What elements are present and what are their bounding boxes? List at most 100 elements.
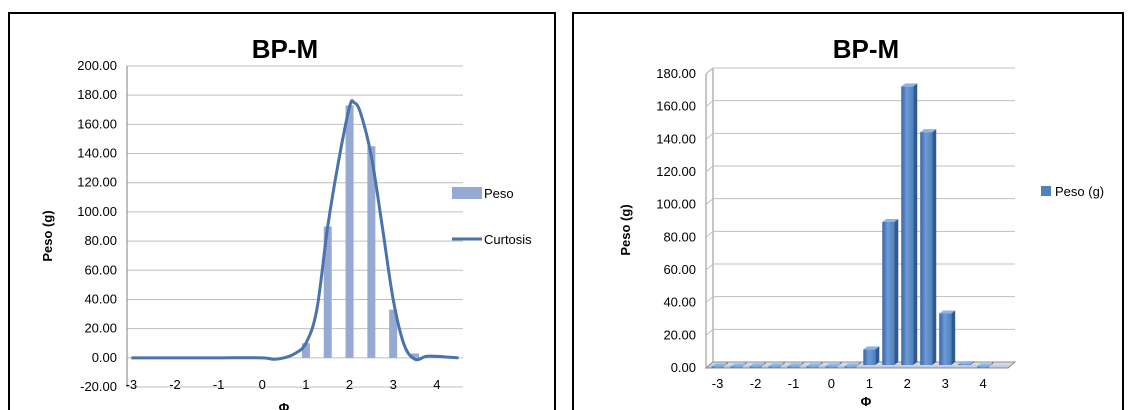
chart-right-x-tick: -2 (750, 376, 762, 391)
chart-right-bar-side (875, 346, 880, 365)
chart-right-bar-front (749, 366, 762, 368)
chart-right-bar (863, 346, 880, 365)
chart-right-bar-top (730, 363, 747, 367)
chart-right-bar-front (882, 222, 895, 365)
chart-left-x-tick-labels: -3 -2 -1 0 1 2 3 4 (126, 377, 441, 392)
chart-right-x-axis-label: Φ (861, 394, 872, 409)
chart-left-y-tick: 120.00 (77, 175, 117, 190)
chart-right-bar-front (806, 366, 819, 368)
chart-right-bar-front (939, 313, 952, 365)
chart-right-bar-front (825, 366, 838, 368)
chart-right-bar-top (920, 129, 937, 133)
chart-right-y-tick: 40.00 (663, 295, 696, 310)
chart-right-x-tick: 2 (904, 376, 911, 391)
chart-right-gridline-side (705, 198, 714, 206)
chart-left-x-tick: -2 (169, 377, 181, 392)
chart-right-bar-top (787, 363, 804, 367)
chart-right-gridline-side (705, 263, 714, 271)
chart-left-y-tick: 180.00 (77, 87, 117, 102)
chart-right-bar-top (844, 363, 861, 367)
chart-right-bar (958, 361, 975, 366)
chart-right-bar-top (711, 363, 728, 367)
chart-left-y-tick: 0.00 (92, 350, 117, 365)
chart-right-x-tick: -3 (712, 376, 724, 391)
chart-right-bar-front (977, 366, 990, 368)
chart-right-title: BP-M (833, 34, 899, 64)
chart-left-x-tick: 0 (259, 377, 266, 392)
chart-right-bar (844, 362, 861, 368)
chart-right-bar-front (863, 349, 876, 365)
chart-right-x-tick: 1 (866, 376, 873, 391)
chart-right-frame (572, 12, 1124, 410)
chart-right-gridline-side (705, 100, 714, 108)
chart-left-title: BP-M (252, 34, 318, 64)
chart-left-bar (367, 146, 376, 358)
legend-peso-label: Peso (484, 186, 514, 201)
chart-left-y-tick: 80.00 (84, 233, 117, 248)
chart-right-bar (977, 362, 994, 368)
chart-left-y-tick: 40.00 (84, 291, 117, 306)
chart-right-y-tick-labels: 0.00 20.00 40.00 60.00 80.00 100.00 120.00 140.… (656, 66, 696, 375)
chart-left-x-tick: -1 (213, 377, 225, 392)
chart-right-x-tick: 3 (942, 376, 949, 391)
chart-right-x-tick: 0 (828, 376, 835, 391)
chart-right-bar-front (958, 364, 971, 366)
chart-right-gridline-side (705, 132, 714, 140)
chart-right-bars (711, 83, 994, 368)
chart-right-bar-front (711, 366, 724, 368)
chart-right-gridline-side (705, 67, 714, 75)
chart-right-bar-top (958, 361, 975, 365)
legend-peso-swatch (452, 187, 482, 199)
chart-left-y-tick: 60.00 (84, 262, 117, 277)
legend-peso-g-swatch (1041, 186, 1051, 196)
chart-left-y-tick: 160.00 (77, 116, 117, 131)
chart-left-y-tick: 20.00 (84, 321, 117, 336)
chart-left-bar (323, 226, 332, 358)
chart-right-gridline-side (705, 296, 714, 304)
chart-left-x-tick: 3 (390, 377, 397, 392)
chart-right-bar-top (882, 219, 899, 222)
chart-left-x-tick: 1 (302, 377, 309, 392)
chart-right-y-tick: 120.00 (656, 164, 696, 179)
chart-right-bar (806, 362, 823, 368)
chart-right-bar-side (970, 361, 975, 365)
chart-right: BP-M 0.0020.0040.0060.0080.00100.00120.0… (572, 12, 1124, 410)
chart-right-y-tick: 180.00 (656, 66, 696, 81)
chart-right-bar (920, 129, 937, 365)
chart-left-x-tick: -3 (126, 377, 138, 392)
chart-right-bar (787, 362, 804, 368)
chart-right-bar-top (825, 363, 842, 367)
chart-right-bar (825, 362, 842, 368)
legend-peso-g-label: Peso (g) (1055, 184, 1104, 199)
chart-right-bar-top (939, 310, 956, 314)
chart-right-bar-top (901, 83, 918, 87)
chart-right-bar-side (932, 129, 937, 365)
chart-left-x-axis-label: Φ (279, 400, 290, 410)
chart-right-gridline-side (705, 165, 714, 173)
chart-left-curtosis-line (131, 99, 459, 362)
chart-right-bar-front (901, 86, 914, 365)
legend-curtosis-label: Curtosis (484, 232, 532, 247)
chart-left-y-tick: 100.00 (77, 204, 117, 219)
chart-right-bar-side (894, 219, 899, 365)
chart-right-bar-front (920, 132, 933, 365)
chart-right-bar (749, 362, 766, 368)
chart-right-bar (939, 310, 956, 365)
chart-right-y-tick: 0.00 (671, 360, 696, 375)
chart-right-bar-side (913, 83, 918, 365)
chart-left-y-tick: 140.00 (77, 146, 117, 161)
chart-right-bar-side (951, 310, 956, 365)
chart-right-bar-top (977, 363, 994, 367)
chart-right-bar-front (768, 366, 781, 368)
chart-right-bar (730, 362, 747, 368)
chart-right-bar-top (768, 363, 785, 367)
chart-left-x-tick: 4 (433, 377, 440, 392)
chart-right-x-tick: -1 (788, 376, 800, 391)
chart-right-y-tick: 160.00 (656, 99, 696, 114)
chart-left-y-axis-label: Peso (g) (40, 210, 55, 261)
chart-right-bar-front (787, 366, 800, 368)
chart-right-bar-top (863, 346, 880, 350)
chart-right-y-tick: 140.00 (656, 131, 696, 146)
chart-right-y-tick: 20.00 (663, 327, 696, 342)
